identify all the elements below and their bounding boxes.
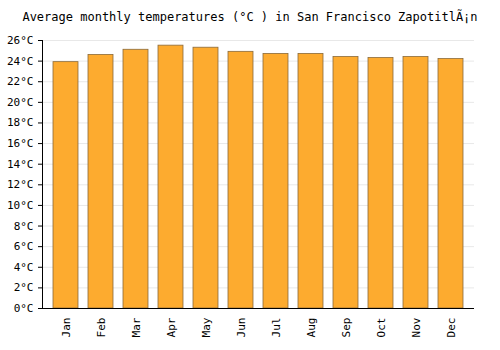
svg-text:Mar: Mar <box>130 317 143 337</box>
svg-text:Jan: Jan <box>60 318 73 338</box>
html-text:Average monthly temperatures (: Average monthly temperatures (°C ) in Sa… <box>22 10 478 24</box>
svg-text:4°C: 4°C <box>14 261 34 274</box>
svg-text:22°C: 22°C <box>7 75 34 88</box>
svg-text:Aug: Aug <box>305 318 318 338</box>
svg-text:10°C: 10°C <box>7 199 34 212</box>
svg-text:26°C: 26°C <box>7 34 34 47</box>
svg-text:20°C: 20°C <box>7 96 34 109</box>
svg-text:18°C: 18°C <box>7 116 34 129</box>
svg-text:14°C: 14°C <box>7 158 34 171</box>
svg-text:16°C: 16°C <box>7 137 34 150</box>
svg-text:Dec: Dec <box>445 318 458 338</box>
svg-text:Feb: Feb <box>95 318 108 338</box>
svg-text:Apr: Apr <box>165 317 178 337</box>
svg-text:6°C: 6°C <box>14 240 34 253</box>
svg-text:Jul: Jul <box>270 318 283 338</box>
svg-text:Jun: Jun <box>235 318 248 338</box>
svg-text:Sep: Sep <box>340 318 353 338</box>
svg-text:0°C: 0°C <box>14 302 34 315</box>
svg-text:2°C: 2°C <box>14 281 34 294</box>
svg-text:24°C: 24°C <box>7 55 34 68</box>
svg-text:8°C: 8°C <box>14 220 34 233</box>
svg-text:May: May <box>200 317 213 337</box>
svg-text:Oct: Oct <box>375 318 388 338</box>
svg-text:Nov: Nov <box>410 317 423 337</box>
svg-text:12°C: 12°C <box>7 178 34 191</box>
